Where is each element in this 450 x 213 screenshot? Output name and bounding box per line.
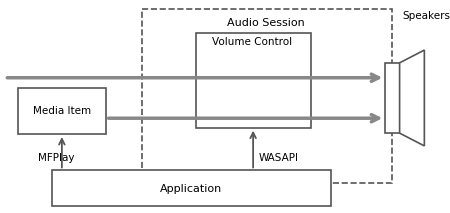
Text: MFPlay: MFPlay bbox=[38, 153, 75, 163]
Polygon shape bbox=[400, 50, 424, 146]
Bar bbox=[196, 33, 310, 128]
Bar bbox=[142, 9, 392, 183]
Text: Media Item: Media Item bbox=[32, 106, 91, 116]
Text: Volume Control: Volume Control bbox=[212, 37, 292, 47]
Text: Application: Application bbox=[160, 184, 222, 193]
Bar bbox=[18, 88, 106, 134]
Text: Audio Session: Audio Session bbox=[227, 18, 304, 28]
Text: WASAPI: WASAPI bbox=[259, 153, 299, 163]
Text: Speakers: Speakers bbox=[403, 11, 450, 21]
Bar bbox=[385, 63, 400, 133]
Bar bbox=[52, 170, 331, 206]
